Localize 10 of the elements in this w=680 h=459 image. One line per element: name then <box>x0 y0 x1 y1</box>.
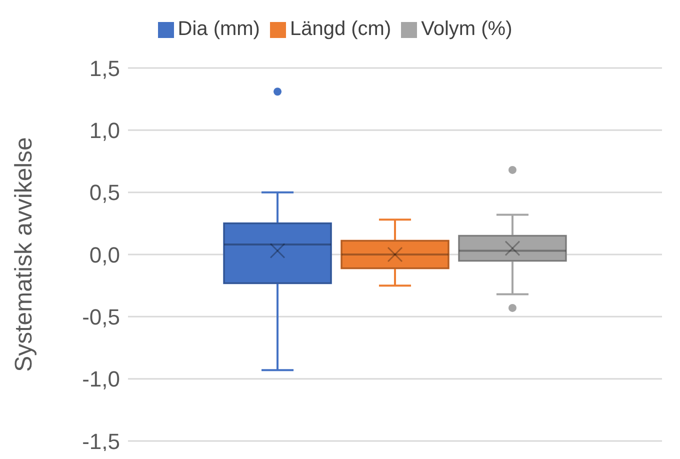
y-tick-label: 0,5 <box>89 180 120 206</box>
y-axis-title: Systematisk avvikelse <box>10 137 38 372</box>
y-tick-label: -1,0 <box>82 366 120 392</box>
y-tick-label: 0,0 <box>89 242 120 268</box>
legend-label: Dia (mm) <box>178 18 260 40</box>
y-tick-label: 1,0 <box>89 118 120 143</box>
y-tick-label: -0,5 <box>82 304 120 330</box>
y-tick-label: 1,5 <box>89 56 120 81</box>
legend-label: Volym (%) <box>421 18 512 40</box>
legend-label: Längd (cm) <box>290 18 392 40</box>
